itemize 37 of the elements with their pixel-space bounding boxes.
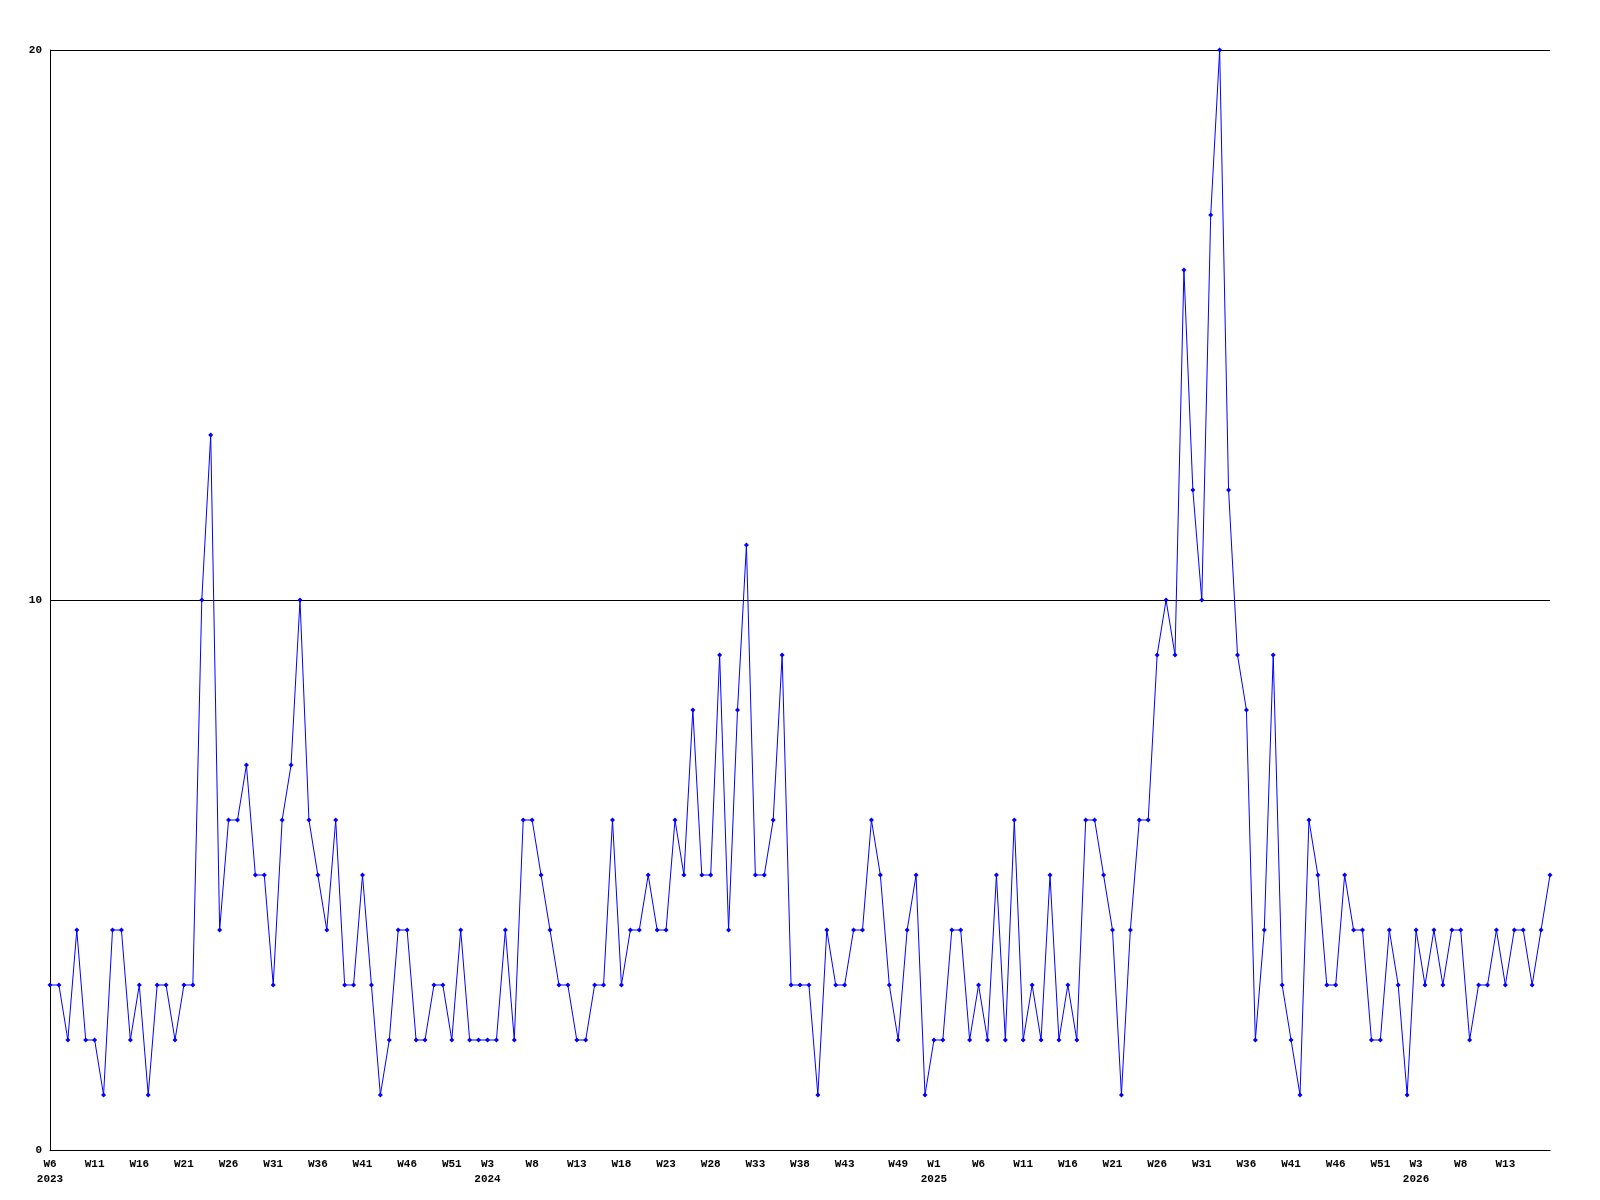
x-tick-label: W21 [1102,1157,1123,1170]
x-tick-label: W21 [174,1157,195,1170]
x-tick-label: W36 [1236,1157,1257,1170]
x-tick-label: W23 [656,1157,677,1170]
x-tick-label: W13 [566,1157,588,1170]
x-tick-label: W41 [1281,1157,1302,1170]
x-tick-label: W28 [700,1157,722,1170]
x-tick-label: W46 [397,1157,418,1170]
x-tick-label: W3 2024 [474,1157,502,1185]
x-tick-label: W16 [129,1157,150,1170]
x-tick-label: W51 [441,1157,463,1170]
y-tick-label: 0 [35,1144,42,1156]
x-tick-label: W8 [525,1157,540,1170]
x-tick-label: W33 [745,1157,766,1170]
x-tick-label: W46 [1325,1157,1346,1170]
x-tick-label: W26 [1147,1157,1168,1170]
x-tick-label: W13 [1495,1157,1516,1170]
x-tick-label: W49 [888,1157,909,1170]
x-tick-label: W38 [790,1157,811,1170]
y-tick-label: 10 [28,594,42,606]
x-tick-label: W18 [611,1157,632,1170]
x-tick-label: W11 [1013,1157,1034,1170]
x-tick-label: W3 2026 [1402,1157,1430,1185]
x-tick-label: W31 [263,1157,284,1170]
x-tick-label: W26 [218,1157,239,1170]
x-tick-label: W1 2025 [920,1157,948,1185]
x-tick-label: W6 [971,1157,986,1170]
x-tick-label: W43 [834,1157,855,1170]
x-tick-label: W16 [1057,1157,1078,1170]
x-tick-label: W51 [1370,1157,1391,1170]
x-tick-label: W36 [307,1157,328,1170]
x-tick-label: W6 2023 [36,1157,64,1185]
x-tick-label: W11 [84,1157,105,1170]
x-tick-label: W8 [1454,1157,1468,1170]
x-tick-label: W31 [1191,1157,1213,1170]
x-tick-label: W41 [352,1157,373,1170]
y-tick-label: 20 [28,44,42,56]
